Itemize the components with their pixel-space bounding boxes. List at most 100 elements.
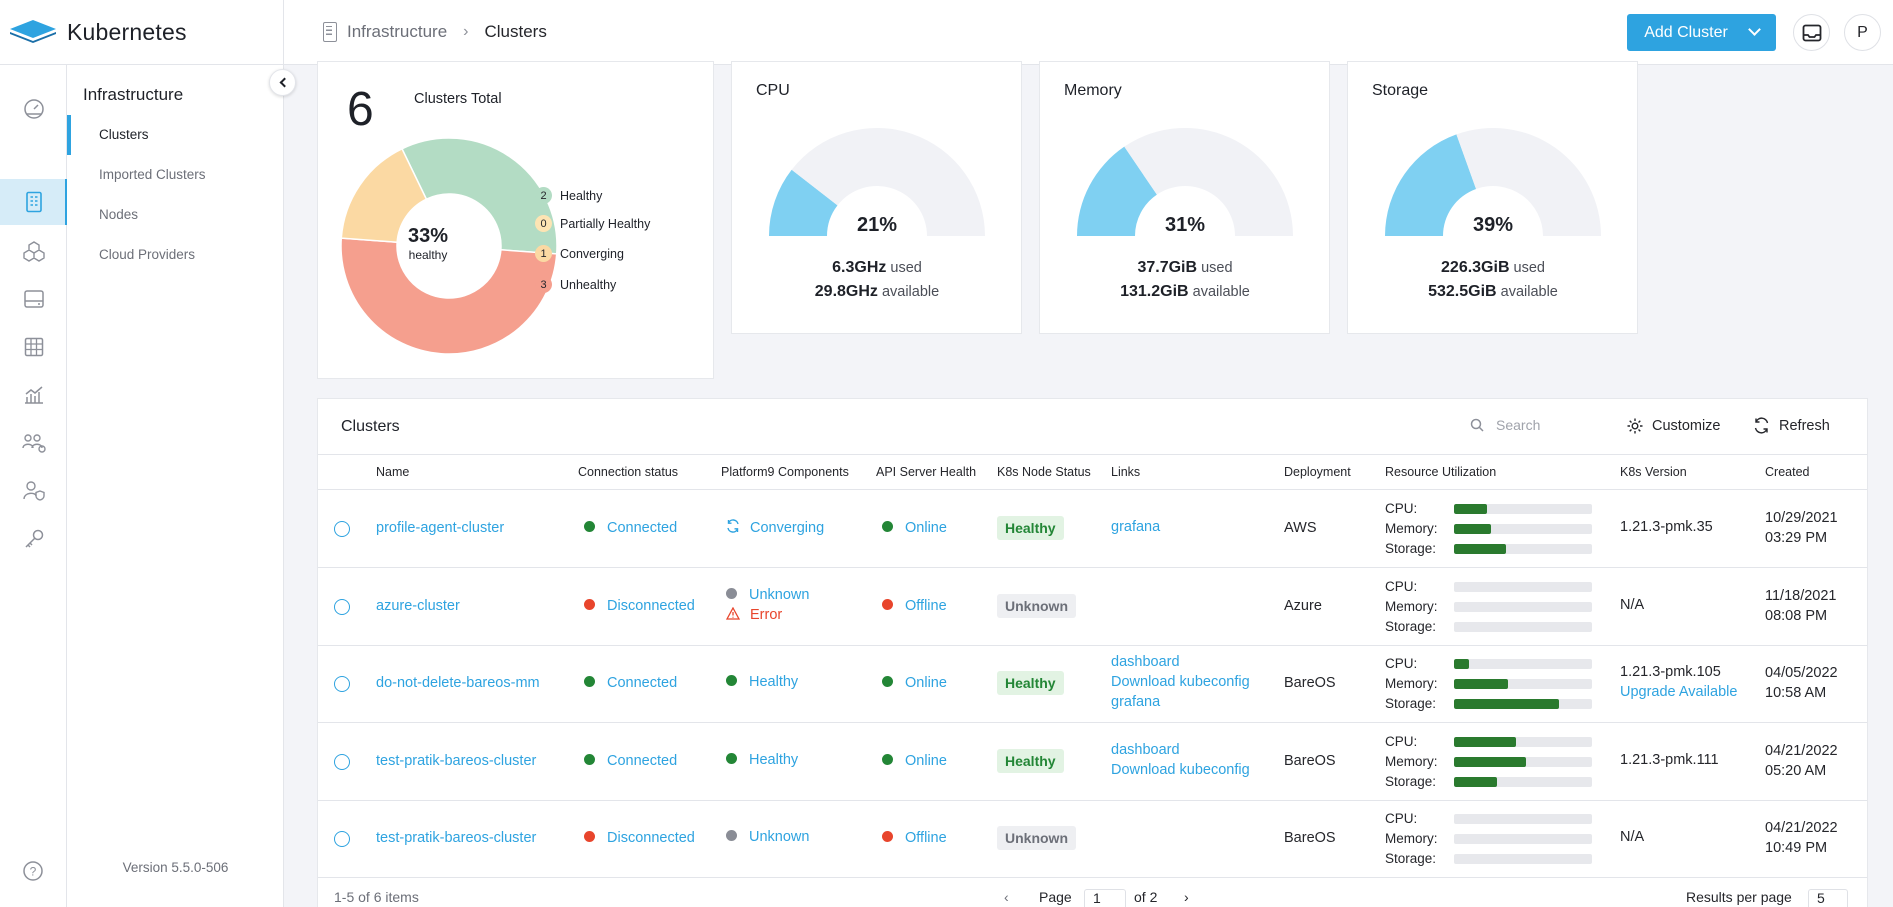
- column-header-name[interactable]: Name: [376, 465, 410, 479]
- gauge-title: Memory: [1064, 82, 1122, 99]
- add-cluster-button[interactable]: Add Cluster: [1627, 14, 1776, 51]
- available-value: 131.2GiB: [1120, 283, 1189, 300]
- table-header: Name Connection status Platform9 Compone…: [318, 454, 1867, 490]
- deployment-value: BareOS: [1284, 675, 1336, 691]
- resource-bar: [1454, 621, 1592, 632]
- gear-icon: [1627, 418, 1643, 434]
- legend-partially-healthy[interactable]: 0 Partially Healthy: [535, 215, 650, 232]
- gauge-used-arc: [769, 169, 838, 236]
- table-row[interactable]: do-not-delete-bareos-mm Connected Healthy O…: [318, 646, 1867, 723]
- column-header-created[interactable]: Created: [1765, 465, 1810, 479]
- subnav-item-nodes[interactable]: Nodes: [99, 207, 139, 222]
- row-select-radio[interactable]: [334, 676, 350, 692]
- dashboard-icon: [23, 99, 44, 119]
- node-status-badge: Unknown: [997, 593, 1076, 618]
- subnav-item-clusters[interactable]: Clusters: [67, 115, 283, 155]
- rail-apps[interactable]: [0, 228, 67, 274]
- column-header-k8s-version[interactable]: K8s Version: [1620, 465, 1687, 479]
- page-select[interactable]: 1: [1084, 889, 1126, 907]
- resource-bar-fill: [1454, 679, 1508, 689]
- cluster-link[interactable]: Download kubeconfig: [1111, 761, 1250, 778]
- cluster-name-link[interactable]: test-pratik-bareos-cluster: [376, 752, 537, 769]
- rail-user-security[interactable]: [0, 468, 67, 514]
- cluster-link[interactable]: dashboard: [1111, 654, 1180, 670]
- column-header-k8s-node-status[interactable]: K8s Node Status: [997, 465, 1091, 479]
- customize-button[interactable]: Customize: [1626, 417, 1721, 435]
- row-select-radio[interactable]: [334, 598, 350, 615]
- cluster-link[interactable]: Download kubeconfig: [1111, 674, 1250, 690]
- subnav-item-cloud-providers[interactable]: Cloud Providers: [99, 247, 196, 262]
- status-dot: [882, 753, 893, 765]
- table-row[interactable]: profile-agent-cluster Connected Converging…: [318, 491, 1867, 568]
- rail-keys[interactable]: [0, 516, 67, 562]
- cluster-name-link[interactable]: profile-agent-cluster: [376, 520, 505, 536]
- table-row[interactable]: azure-cluster Disconnected Unknown Error Off…: [318, 569, 1867, 646]
- gauge-used: 226.3GiB used: [1348, 259, 1638, 277]
- rail-storage[interactable]: [0, 276, 67, 322]
- node-status-badge: Unknown: [997, 826, 1076, 850]
- user-avatar[interactable]: P: [1844, 14, 1881, 51]
- row-select-radio[interactable]: [334, 753, 350, 770]
- k8s-version: 1.21.3-pmk.35: [1620, 519, 1713, 535]
- results-per-page-select[interactable]: 5: [1808, 889, 1848, 907]
- search-input[interactable]: Search: [1496, 417, 1541, 433]
- column-header-resource-utilization[interactable]: Resource Utilization: [1385, 465, 1497, 479]
- gauge-free-arc: [1456, 128, 1601, 236]
- column-header-platform9-components[interactable]: Platform9 Components: [721, 465, 849, 479]
- help-icon[interactable]: ?: [22, 860, 44, 882]
- resource-bar-fill: [1454, 544, 1507, 554]
- cluster-link[interactable]: dashboard: [1111, 741, 1180, 758]
- rail-monitoring[interactable]: [0, 372, 67, 418]
- warning-icon: [725, 606, 741, 620]
- donut-segment-unhealthy[interactable]: [340, 237, 558, 355]
- deployment-value: BareOS: [1284, 752, 1336, 769]
- column-header-links[interactable]: Links: [1111, 465, 1141, 479]
- resource-label: Storage:: [1385, 773, 1437, 789]
- subnav-item-imported-clusters[interactable]: Imported Clusters: [99, 167, 206, 182]
- table-row[interactable]: test-pratik-bareos-cluster Connected Healt…: [318, 724, 1867, 801]
- component-status-text: Healthy: [749, 751, 799, 768]
- brand[interactable]: Kubernetes: [0, 0, 284, 65]
- prev-page-button[interactable]: ‹: [1004, 889, 1009, 905]
- legend-unhealthy[interactable]: 3 Unhealthy: [535, 276, 616, 293]
- column-header-deployment[interactable]: Deployment: [1284, 465, 1351, 479]
- refresh-button[interactable]: Refresh: [1753, 417, 1830, 434]
- rail-users-groups[interactable]: [0, 420, 67, 466]
- api-server-health: Offline: [882, 598, 947, 614]
- gauge-percentage: 39%: [1472, 214, 1514, 236]
- cluster-name-link[interactable]: do-not-delete-bareos-mm: [376, 675, 540, 691]
- legend-count: 2: [535, 187, 552, 204]
- upgrade-available-link[interactable]: Upgrade Available: [1620, 684, 1738, 700]
- page-label: Page: [1039, 889, 1072, 905]
- rail-grid[interactable]: [0, 324, 67, 370]
- rail-dashboard[interactable]: [0, 85, 67, 131]
- cluster-name-link[interactable]: azure-cluster: [376, 597, 460, 614]
- table-row[interactable]: test-pratik-bareos-cluster Disconnected Un…: [318, 801, 1867, 878]
- sync-icon: [727, 519, 739, 533]
- column-header-connection-status[interactable]: Connection status: [578, 465, 679, 479]
- legend-converging[interactable]: 1 Converging: [535, 245, 624, 262]
- component-status-text: Healthy: [749, 674, 799, 690]
- cluster-link[interactable]: grafana: [1111, 519, 1161, 535]
- search-box[interactable]: Search: [1470, 417, 1540, 433]
- rail-infrastructure[interactable]: [0, 179, 68, 225]
- next-page-button[interactable]: ›: [1184, 889, 1189, 905]
- cluster-name-link[interactable]: test-pratik-bareos-cluster: [376, 830, 537, 846]
- clusters-total-count: 6: [347, 83, 374, 136]
- breadcrumb-infrastructure[interactable]: Infrastructure: [347, 22, 448, 41]
- cluster-link[interactable]: grafana: [1111, 694, 1161, 710]
- column-header-api-server-health[interactable]: API Server Health: [876, 465, 977, 479]
- row-select-radio[interactable]: [334, 521, 350, 537]
- legend-healthy[interactable]: 2 Healthy: [535, 187, 602, 204]
- collapse-sidebar-button[interactable]: [269, 69, 296, 96]
- donut-segment-healthy[interactable]: [400, 137, 558, 255]
- resource-bar: [1454, 601, 1592, 612]
- resource-bar: [1454, 736, 1592, 747]
- inbox-button[interactable]: [1793, 14, 1830, 51]
- gauge-used: 37.7GiB used: [1040, 259, 1330, 277]
- users-groups-icon: [21, 434, 46, 453]
- donut-segment-converging[interactable]: [340, 147, 428, 243]
- row-select-radio[interactable]: [334, 831, 350, 847]
- status-dot: [882, 831, 893, 842]
- node-status-badge: Healthy: [997, 671, 1064, 695]
